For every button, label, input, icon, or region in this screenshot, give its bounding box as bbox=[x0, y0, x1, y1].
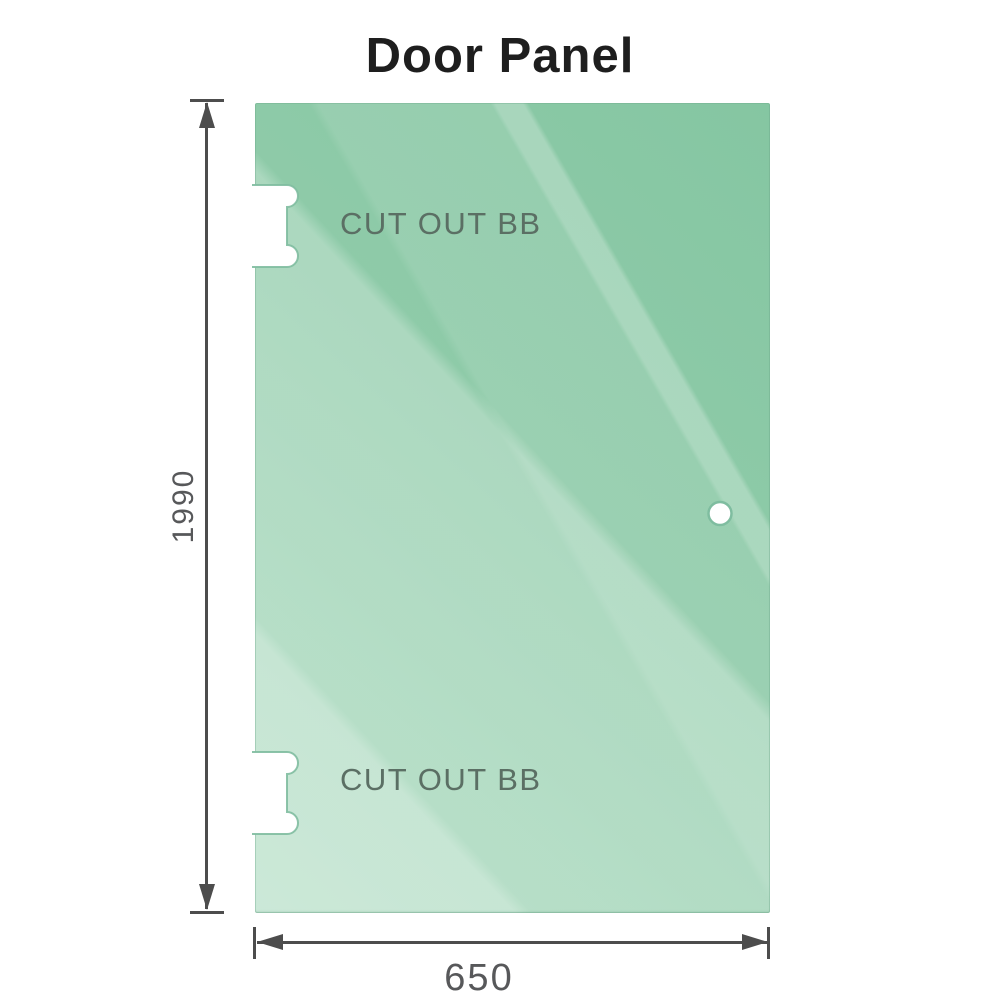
handle-hole bbox=[707, 500, 733, 527]
width-dim-value: 650 bbox=[444, 957, 514, 999]
width-dim-arrow-left-icon bbox=[257, 934, 283, 950]
hinge-cutout-bottom bbox=[252, 751, 299, 835]
width-dim-tick-right bbox=[767, 927, 770, 959]
height-dim-arrow-up-icon bbox=[199, 102, 215, 128]
width-dim-line bbox=[257, 941, 768, 944]
height-dim-value: 1990 bbox=[167, 468, 200, 544]
cutout-label-top: CUT OUT BB bbox=[340, 206, 542, 241]
width-dim-tick-left bbox=[253, 927, 256, 959]
cutout-label-bottom: CUT OUT BB bbox=[340, 762, 542, 797]
height-dim-cap-top bbox=[190, 99, 224, 102]
hinge-cutout-top bbox=[252, 184, 299, 268]
height-dim-line bbox=[205, 103, 208, 909]
glass-panel: CUT OUT BB CUT OUT BB bbox=[252, 103, 770, 913]
page-title: Door Panel bbox=[365, 29, 635, 83]
height-dim-arrow-down-icon bbox=[199, 884, 215, 910]
width-dim-arrow-right-icon bbox=[742, 934, 768, 950]
height-dim-cap-bottom bbox=[190, 911, 224, 914]
